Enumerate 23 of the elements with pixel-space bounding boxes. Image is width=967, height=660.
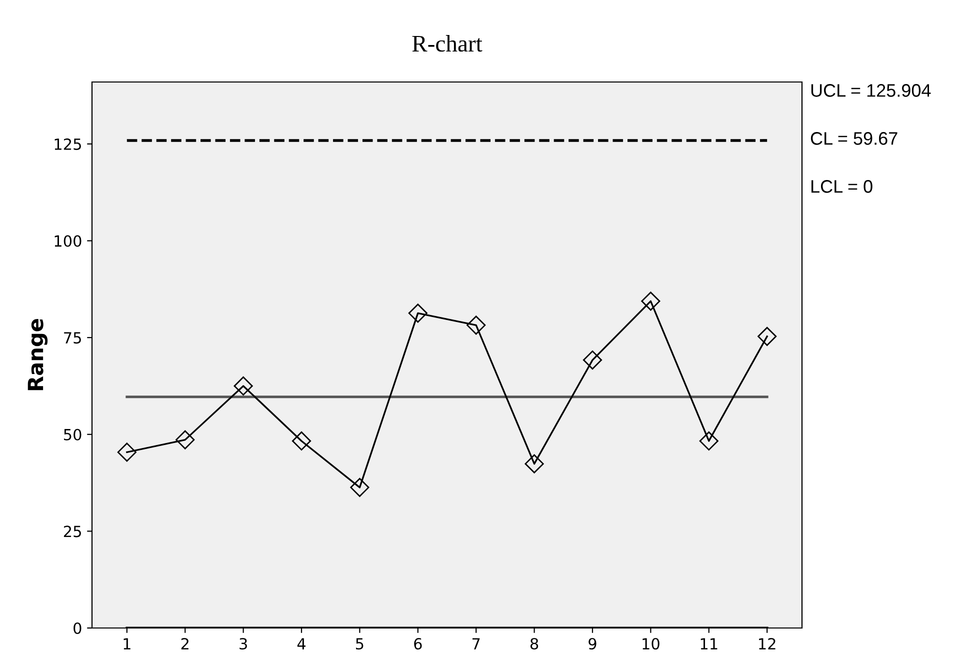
y-tick-label: 100: [54, 235, 82, 247]
x-tick-label: 5: [356, 638, 364, 650]
y-tick-label: 75: [64, 332, 81, 344]
x-tick-label: 3: [240, 638, 247, 650]
x-tick-label: 4: [297, 638, 306, 650]
x-tick-label: 10: [642, 638, 660, 650]
x-tick-label: 1: [124, 638, 130, 650]
x-tick-label: 11: [700, 638, 718, 650]
text: UCL = 125.904: [811, 84, 931, 97]
y-tick-label: 25: [64, 526, 81, 538]
x-tick-label: 9: [588, 638, 596, 650]
text: CL = 59.67: [810, 132, 898, 145]
text: LCL = 0: [811, 180, 872, 193]
x-tick-label: 8: [530, 638, 538, 650]
x-tick-label: 12: [759, 638, 776, 650]
x-tick-label: 2: [181, 638, 188, 650]
y-axis-title: Range: [28, 319, 48, 390]
y-tick-label: 0: [74, 622, 82, 634]
x-tick-label: 6: [414, 638, 422, 650]
chart-title: R-chart: [412, 35, 482, 52]
y-tick-label: 50: [64, 428, 82, 440]
y-tick-label: 125: [54, 138, 81, 150]
x-tick-label: 7: [472, 638, 480, 650]
